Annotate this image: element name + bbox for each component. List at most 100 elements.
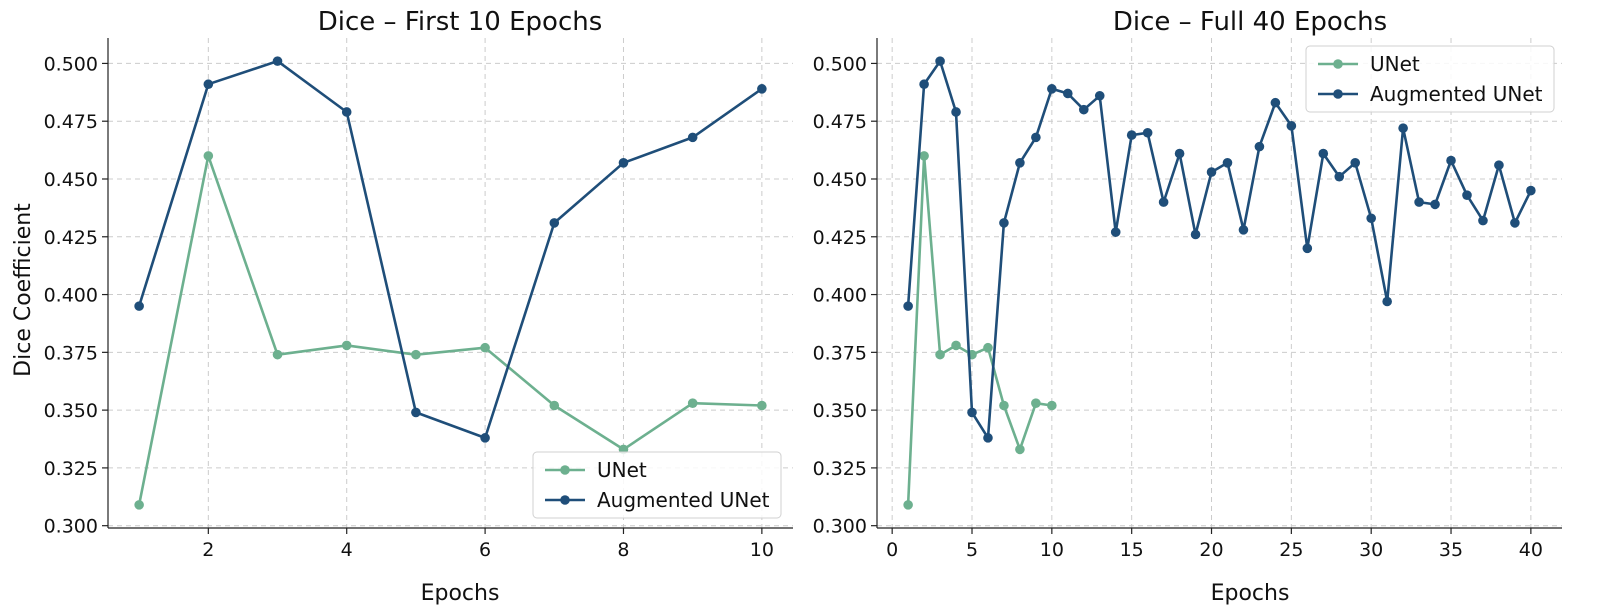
data-point-unet — [134, 500, 144, 510]
data-point-augmented-unet — [272, 56, 283, 66]
y-tick-label: 0.425 — [813, 227, 867, 249]
data-point-augmented-unet — [1350, 158, 1361, 168]
data-point-augmented-unet — [1063, 88, 1073, 99]
data-point-augmented-unet — [618, 158, 629, 168]
data-point-augmented-unet — [1142, 127, 1153, 138]
data-point-augmented-unet — [1446, 155, 1456, 166]
data-point-unet — [903, 500, 913, 510]
data-point-unet — [951, 340, 961, 351]
series-line-unet — [906, 154, 1052, 505]
legend-marker-unet — [1333, 59, 1343, 69]
data-point-unet — [999, 400, 1009, 411]
data-point-augmented-unet — [1430, 199, 1440, 210]
data-point-augmented-unet — [919, 79, 929, 90]
data-point-augmented-unet — [903, 301, 913, 311]
x-axis-label: Epochs — [1211, 581, 1290, 606]
y-tick-label: 0.500 — [813, 53, 867, 75]
y-axis-label: Dice Coefficient — [11, 203, 36, 377]
x-tick-label: 5 — [966, 539, 978, 561]
x-tick-label: 25 — [1279, 539, 1303, 561]
data-point-augmented-unet — [1302, 243, 1313, 254]
data-point-augmented-unet — [1031, 132, 1041, 143]
legend-label-augmented-unet: Augmented UNet — [597, 488, 770, 512]
y-tick-label: 0.350 — [44, 400, 98, 422]
data-point-unet — [549, 400, 560, 411]
y-tick-label: 0.375 — [813, 342, 867, 364]
series-line-augmented-unet — [137, 59, 763, 440]
data-point-unet — [272, 349, 283, 360]
legend-label-augmented-unet: Augmented UNet — [1370, 82, 1543, 106]
data-point-augmented-unet — [203, 79, 214, 90]
y-tick-label: 0.500 — [44, 53, 98, 75]
data-point-augmented-unet — [1126, 130, 1137, 140]
data-point-unet — [687, 398, 698, 408]
legend-box — [1305, 45, 1555, 113]
data-point-unet — [757, 400, 767, 411]
data-point-augmented-unet — [1526, 185, 1536, 196]
x-axis-label: Epochs — [421, 581, 500, 606]
y-tick-label: 0.325 — [44, 458, 98, 480]
chart-title: Dice – First 10 Epochs — [318, 7, 603, 37]
data-point-augmented-unet — [134, 301, 144, 311]
series-line-unet — [137, 154, 762, 506]
legend: UNet Augmented UNet — [532, 451, 782, 519]
data-point-augmented-unet — [1238, 225, 1249, 235]
x-tick-label: 2 — [202, 539, 214, 561]
data-point-augmented-unet — [480, 433, 490, 443]
data-point-augmented-unet — [341, 107, 352, 117]
data-point-augmented-unet — [1366, 213, 1376, 224]
data-point-unet — [341, 340, 352, 351]
data-point-unet — [935, 349, 945, 360]
legend-label-unet: UNet — [1370, 52, 1420, 76]
data-point-augmented-unet — [1318, 148, 1329, 159]
data-point-unet — [1015, 444, 1025, 455]
data-point-augmented-unet — [1047, 84, 1057, 94]
x-tick-label: 35 — [1439, 539, 1463, 561]
y-tick-label: 0.450 — [813, 169, 867, 191]
data-point-augmented-unet — [549, 218, 560, 228]
data-point-unet — [411, 349, 421, 360]
data-point-augmented-unet — [1222, 158, 1233, 168]
series-augmented-unet — [903, 56, 1536, 443]
y-tick-label: 0.450 — [44, 169, 98, 191]
data-point-augmented-unet — [1334, 171, 1345, 182]
data-point-augmented-unet — [951, 107, 961, 117]
y-tick-label: 0.400 — [813, 285, 867, 307]
data-point-augmented-unet — [1190, 229, 1201, 240]
series-line-augmented-unet — [906, 59, 1533, 440]
legend-label-unet: UNet — [597, 458, 647, 482]
data-point-augmented-unet — [1462, 190, 1472, 200]
data-point-unet — [1031, 398, 1041, 408]
x-tick-label: 4 — [341, 539, 353, 561]
y-tick-label: 0.300 — [44, 516, 98, 538]
data-point-augmented-unet — [1174, 148, 1185, 159]
data-point-augmented-unet — [1078, 104, 1089, 115]
y-tick-label: 0.350 — [813, 400, 867, 422]
data-point-augmented-unet — [935, 56, 945, 66]
x-tick-label: 20 — [1199, 539, 1223, 561]
y-tick-label: 0.475 — [44, 111, 98, 133]
data-point-augmented-unet — [1478, 215, 1488, 226]
data-point-augmented-unet — [1494, 160, 1504, 170]
data-point-augmented-unet — [1015, 158, 1025, 168]
data-point-unet — [203, 151, 214, 161]
chart-panel-full-40-epochs: Dice – Full 40 Epochs Epochs 0 5 10 15 20 25 3… — [813, 7, 1562, 606]
legend: UNet Augmented UNet — [1305, 45, 1555, 113]
x-tick-label: 10 — [750, 539, 774, 561]
y-tick-label: 0.425 — [44, 227, 98, 249]
data-point-augmented-unet — [983, 433, 993, 443]
data-point-augmented-unet — [967, 407, 977, 418]
data-point-augmented-unet — [1254, 141, 1265, 152]
legend-marker-unet — [560, 465, 570, 475]
data-point-augmented-unet — [411, 407, 421, 418]
grid — [877, 38, 1562, 528]
x-tick-label: 40 — [1519, 539, 1543, 561]
data-point-augmented-unet — [1286, 121, 1297, 131]
y-tick-label: 0.475 — [813, 111, 867, 133]
x-tick-label: 6 — [479, 539, 491, 561]
series-unet — [903, 151, 1057, 510]
x-tick-label: 0 — [886, 539, 898, 561]
data-point-augmented-unet — [999, 218, 1009, 228]
data-point-augmented-unet — [687, 132, 698, 143]
chart-title: Dice – Full 40 Epochs — [1113, 7, 1387, 37]
